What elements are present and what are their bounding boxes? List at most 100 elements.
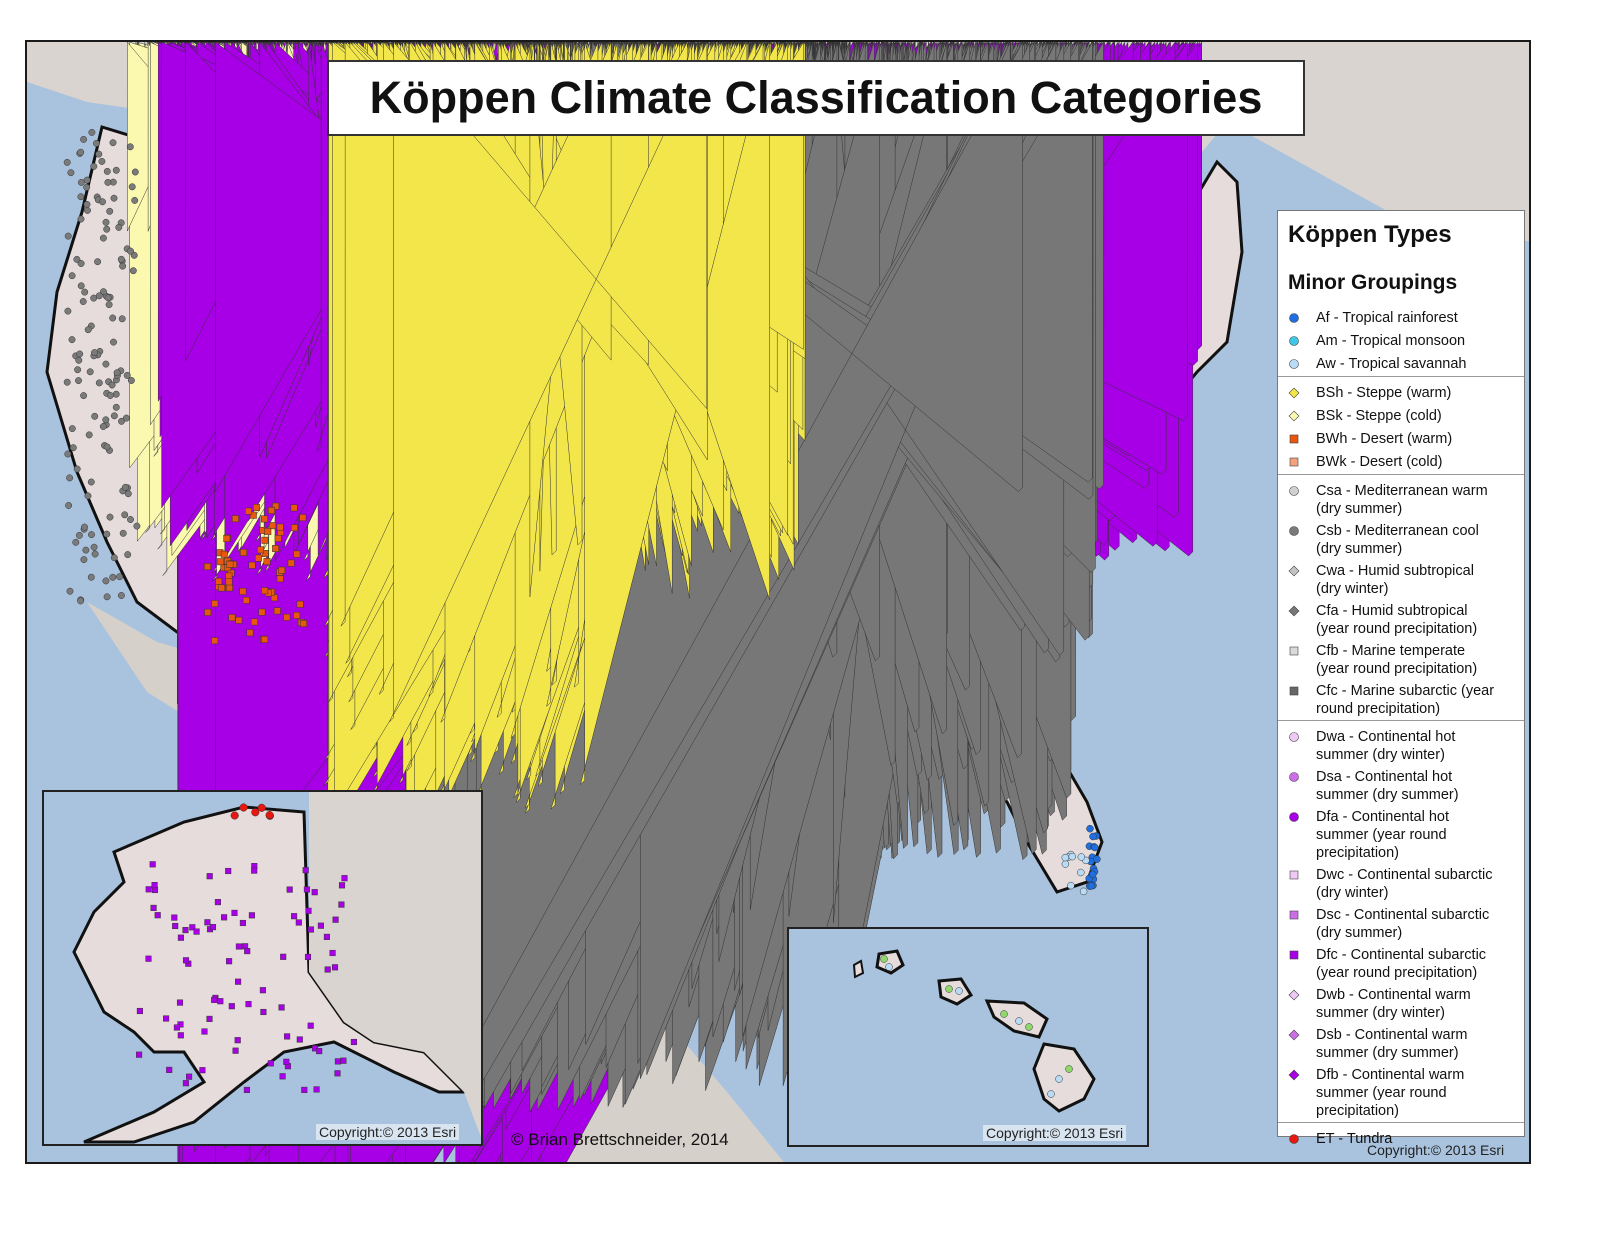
csb-station-marker: [75, 356, 83, 364]
legend-item-label: Csb - Mediterranean cool: [1316, 523, 1479, 539]
csb-station-marker: [116, 573, 124, 581]
bwh-station-marker: [278, 566, 286, 574]
legend-item-label: precipitation): [1316, 1103, 1400, 1119]
dfc-station-marker: [313, 1086, 320, 1093]
dfc-station-marker: [193, 928, 200, 935]
legend-item-label: summer (dry summer): [1316, 1045, 1459, 1061]
csb-station-marker: [118, 417, 125, 425]
dfc-station-marker: [301, 1086, 308, 1093]
legend-symbol-dsb-icon: [1288, 1029, 1300, 1041]
dfc-station-marker: [235, 978, 242, 985]
csb-station-marker: [77, 282, 85, 290]
bwh-station-marker: [290, 524, 298, 532]
csb-station-marker: [110, 338, 117, 346]
legend-item-label: (dry summer): [1316, 541, 1403, 557]
legend-item-dsb: Dsb - Continental warm summer (dry summer…: [1316, 1026, 1521, 1062]
csb-station-marker: [63, 378, 71, 386]
csb-station-marker: [77, 193, 85, 201]
dfc-station-marker: [136, 1007, 143, 1015]
af-station-marker: [1086, 824, 1094, 833]
legend-item-label: Dfc - Continental subarctic: [1316, 947, 1487, 963]
legend-separator: [1278, 376, 1524, 377]
climate-station-markers: [63, 42, 1202, 1162]
legend-item-label: (dry winter): [1316, 581, 1389, 597]
dfc-station-marker: [176, 999, 184, 1006]
csb-station-marker: [110, 412, 118, 420]
dfc-station-marker: [217, 998, 224, 1005]
dfc-station-marker: [145, 886, 152, 893]
dfc-station-marker: [204, 919, 211, 926]
legend-item-bwh: BWh - Desert (warm): [1316, 430, 1521, 448]
legend-item-label: Dsc - Continental subarctic: [1316, 907, 1490, 923]
dfc-station-marker: [243, 1086, 250, 1093]
csb-station-marker: [73, 465, 81, 473]
csb-station-marker: [64, 450, 72, 458]
legend-symbol-dwa-icon: [1289, 732, 1299, 742]
bwh-station-marker: [272, 545, 280, 552]
hawaii-station-marker: [1025, 1023, 1033, 1031]
legend-item-label: (year round precipitation): [1316, 661, 1478, 677]
csb-station-marker: [90, 162, 98, 170]
csb-station-marker: [68, 272, 76, 280]
dfc-station-marker: [150, 904, 157, 911]
legend-item-label: ET - Tundra: [1316, 1131, 1393, 1147]
csb-station-marker: [80, 392, 88, 400]
legend-item-label: Dfb - Continental warm: [1316, 1067, 1465, 1083]
dfc-station-marker: [145, 955, 152, 962]
alaska-station-markers: [136, 803, 357, 1093]
dfc-station-marker: [296, 1036, 303, 1043]
csb-station-marker: [112, 403, 120, 411]
dfc-station-marker: [154, 912, 161, 919]
csb-station-marker: [115, 223, 123, 231]
csb-station-marker: [102, 218, 110, 226]
dfc-station-marker: [201, 1028, 208, 1035]
bwh-station-marker: [211, 637, 219, 645]
csb-station-marker: [67, 169, 75, 177]
dfc-station-marker: [303, 886, 310, 893]
legend-symbol-dfc-icon: [1289, 950, 1299, 960]
island-oahu: [937, 977, 974, 1006]
bwh-station-marker: [218, 584, 226, 592]
legend-item-label: (dry winter): [1316, 885, 1389, 901]
bwh-station-marker: [246, 629, 254, 637]
csb-station-marker: [77, 215, 85, 223]
dfc-station-marker: [209, 924, 217, 931]
dfc-station-marker: [338, 901, 345, 908]
csb-station-marker: [109, 573, 117, 581]
legend-symbol-cfa-icon: [1288, 605, 1300, 617]
bwh-station-marker: [235, 616, 243, 624]
csb-station-marker: [83, 183, 91, 191]
dfc-station-marker: [225, 867, 232, 875]
csb-station-marker: [75, 531, 83, 539]
dfc-station-marker: [317, 922, 324, 929]
dfc-station-marker: [329, 949, 336, 957]
legend-item-label: Cwa - Humid subtropical: [1316, 563, 1474, 579]
legend-item-label: Cfb - Marine temperate: [1316, 643, 1466, 659]
aw-station-marker: [1079, 887, 1088, 896]
dfc-station-marker: [186, 1073, 193, 1080]
legend-item-dfa: Dfa - Continental hot summer (year round p…: [1316, 808, 1521, 862]
csb-station-marker: [84, 492, 92, 500]
csb-station-marker: [91, 550, 99, 558]
dfc-station-marker: [341, 875, 348, 882]
csb-station-marker: [66, 474, 74, 482]
dfc-station-marker: [334, 1070, 341, 1077]
legend-item-label: (year round precipitation): [1316, 621, 1478, 637]
dfc-station-marker: [182, 927, 189, 934]
bwh-station-marker: [248, 561, 256, 569]
bwh-station-marker: [204, 608, 212, 616]
csb-station-marker: [105, 301, 113, 309]
bwh-station-marker: [223, 535, 231, 542]
alaska-land: [72, 805, 468, 1144]
bwh-station-marker: [261, 515, 268, 523]
csb-station-marker: [103, 443, 111, 451]
csb-station-marker: [99, 423, 107, 430]
dfc-station-marker: [284, 1033, 291, 1040]
csb-station-marker: [69, 444, 77, 452]
et-station-marker: [251, 808, 260, 817]
legend-symbol-cfc-icon: [1289, 686, 1299, 696]
author-credit: © Brian Brettschneider, 2014: [511, 1130, 729, 1149]
csb-station-marker: [86, 368, 94, 376]
bwh-station-marker: [268, 506, 275, 514]
dfc-station-marker: [307, 1022, 314, 1029]
